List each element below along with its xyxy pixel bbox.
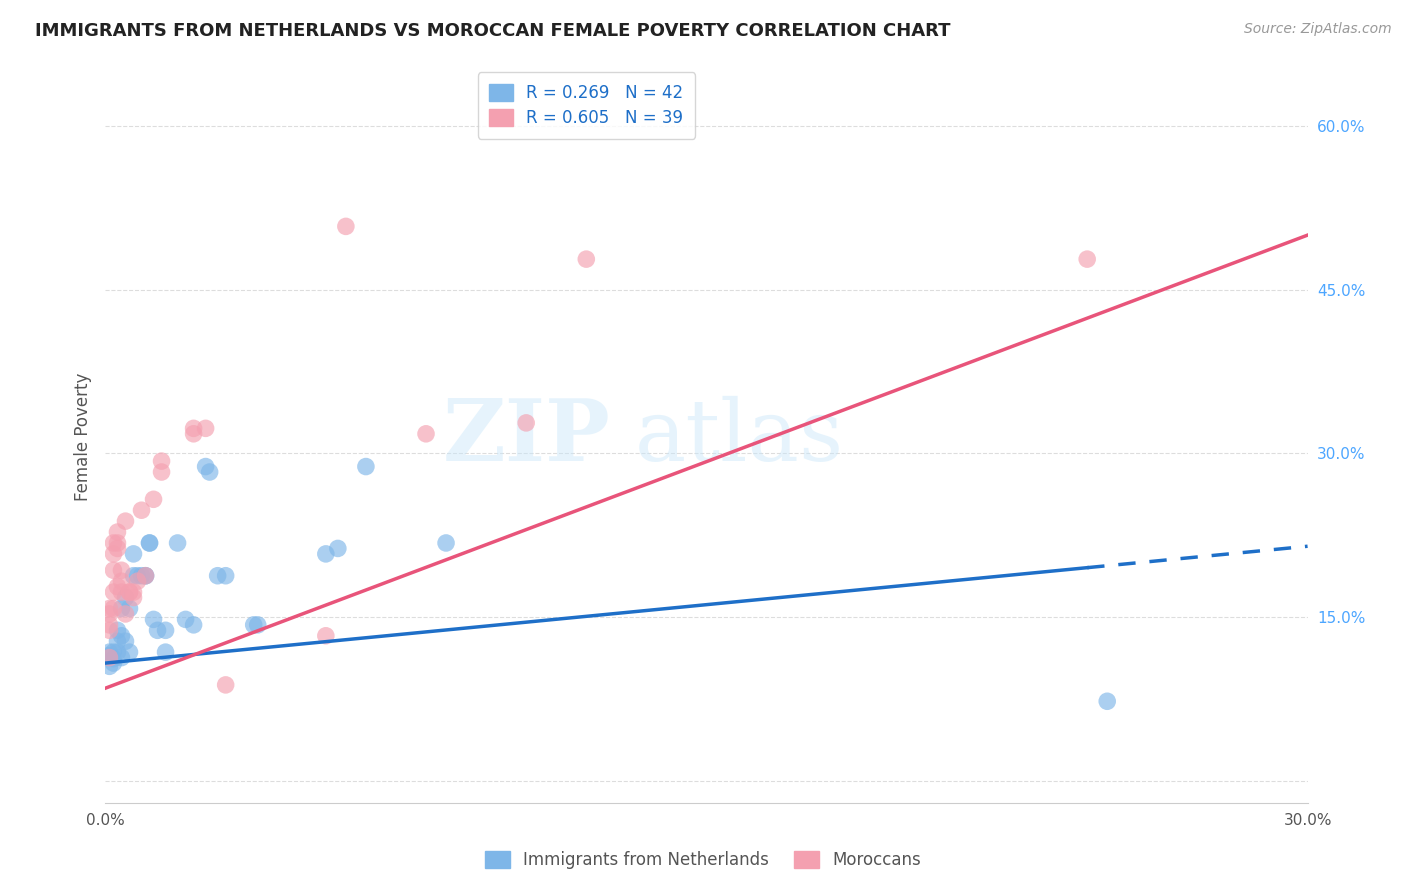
Text: IMMIGRANTS FROM NETHERLANDS VS MOROCCAN FEMALE POVERTY CORRELATION CHART: IMMIGRANTS FROM NETHERLANDS VS MOROCCAN …: [35, 22, 950, 40]
Point: [110, 650, 132, 665]
Point: [194, 421, 217, 435]
Point: [1076, 252, 1098, 267]
Point: [194, 459, 217, 474]
Point: [434, 536, 457, 550]
Point: [142, 492, 165, 507]
Point: [150, 465, 173, 479]
Point: [114, 514, 136, 528]
Point: [103, 563, 125, 577]
Point: [326, 541, 349, 556]
Point: [315, 547, 337, 561]
Point: [183, 426, 205, 441]
Text: atlas: atlas: [634, 395, 844, 479]
Point: [98, 645, 121, 659]
Point: [214, 568, 236, 582]
Point: [98, 648, 121, 663]
Point: [335, 219, 357, 234]
Point: [415, 426, 437, 441]
Point: [118, 585, 141, 599]
Point: [107, 645, 129, 659]
Point: [166, 536, 188, 550]
Point: [107, 524, 129, 539]
Point: [575, 252, 598, 267]
Point: [98, 618, 121, 632]
Point: [122, 591, 145, 605]
Point: [183, 618, 205, 632]
Point: [114, 607, 136, 621]
Point: [1097, 694, 1119, 708]
Point: [135, 568, 157, 582]
Text: Source: ZipAtlas.com: Source: ZipAtlas.com: [1244, 22, 1392, 37]
Point: [98, 624, 121, 638]
Point: [183, 421, 205, 435]
Point: [118, 601, 141, 615]
Point: [127, 568, 149, 582]
Point: [107, 541, 129, 556]
Point: [122, 585, 145, 599]
Point: [138, 536, 160, 550]
Point: [110, 629, 132, 643]
Point: [150, 454, 173, 468]
Point: [110, 574, 132, 589]
Point: [131, 503, 153, 517]
Point: [122, 568, 145, 582]
Point: [98, 601, 121, 615]
Point: [103, 656, 125, 670]
Point: [118, 645, 141, 659]
Point: [103, 651, 125, 665]
Point: [98, 659, 121, 673]
Point: [131, 568, 153, 582]
Point: [118, 585, 141, 599]
Point: [107, 624, 129, 638]
Point: [135, 568, 157, 582]
Point: [246, 618, 269, 632]
Point: [155, 645, 177, 659]
Point: [103, 536, 125, 550]
Point: [174, 612, 197, 626]
Point: [107, 580, 129, 594]
Point: [155, 624, 177, 638]
Text: ZIP: ZIP: [443, 395, 610, 479]
Point: [114, 591, 136, 605]
Point: [110, 585, 132, 599]
Point: [103, 585, 125, 599]
Point: [103, 547, 125, 561]
Point: [107, 634, 129, 648]
Point: [114, 634, 136, 648]
Point: [242, 618, 264, 632]
Point: [110, 601, 132, 615]
Point: [354, 459, 377, 474]
Point: [127, 574, 149, 589]
Point: [214, 678, 236, 692]
Point: [515, 416, 537, 430]
Point: [138, 536, 160, 550]
Point: [98, 607, 121, 621]
Point: [198, 465, 221, 479]
Point: [110, 563, 132, 577]
Point: [107, 536, 129, 550]
Point: [103, 601, 125, 615]
Legend: Immigrants from Netherlands, Moroccans: Immigrants from Netherlands, Moroccans: [475, 841, 931, 880]
Point: [122, 547, 145, 561]
Legend: R = 0.269   N = 42, R = 0.605   N = 39: R = 0.269 N = 42, R = 0.605 N = 39: [478, 72, 695, 139]
Point: [98, 650, 121, 665]
Point: [146, 624, 169, 638]
Y-axis label: Female Poverty: Female Poverty: [73, 373, 91, 501]
Point: [135, 568, 157, 582]
Point: [103, 645, 125, 659]
Point: [207, 568, 229, 582]
Point: [315, 629, 337, 643]
Point: [142, 612, 165, 626]
